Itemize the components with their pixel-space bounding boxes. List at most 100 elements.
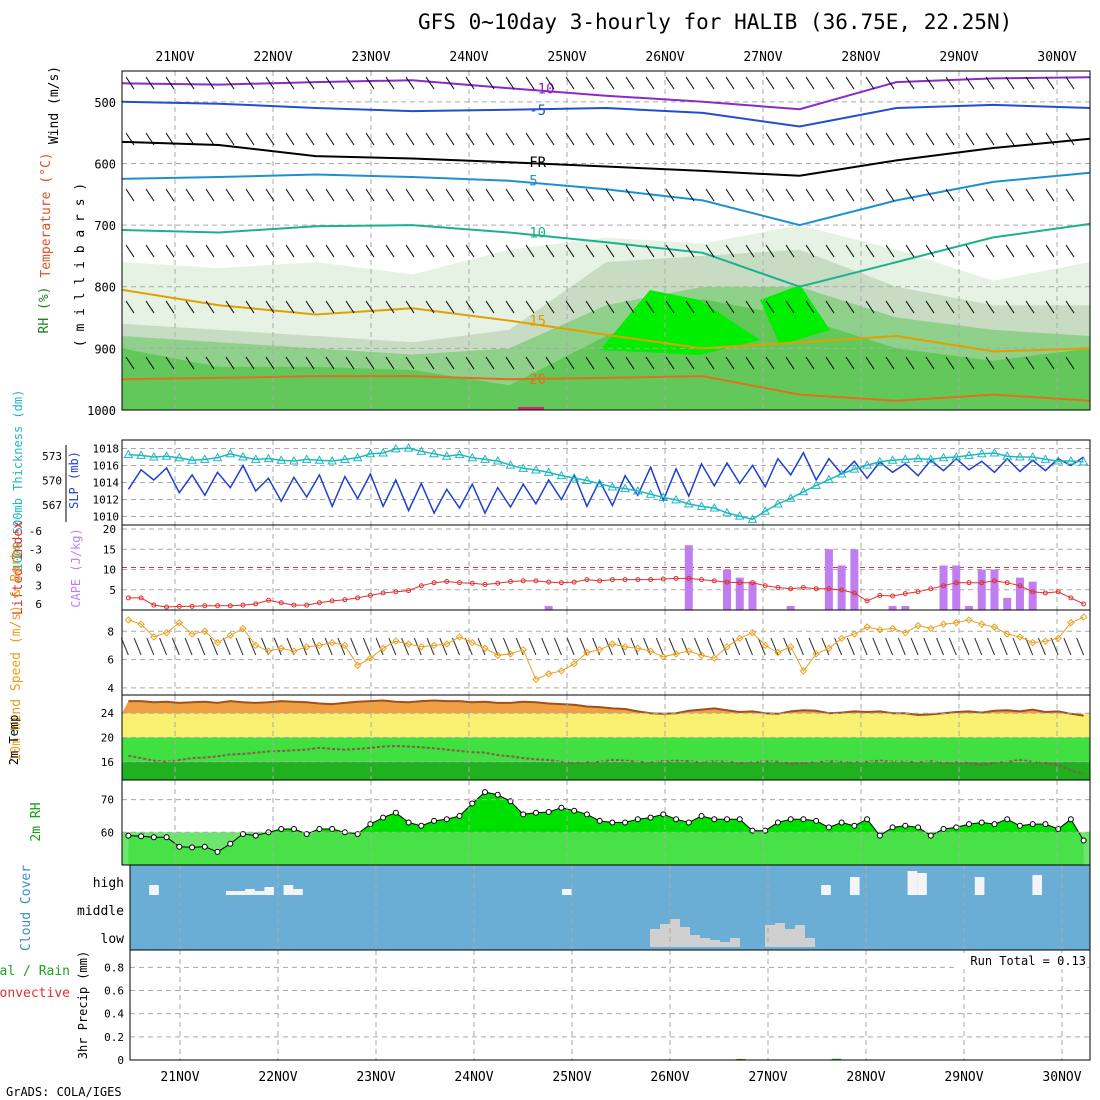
lifted-index-point: [851, 590, 857, 596]
lifted-index-point: [495, 580, 501, 586]
lifted-index-point: [991, 578, 997, 584]
wind-barb: [785, 356, 795, 370]
wind-barb: [694, 637, 702, 656]
lifted-index-point: [202, 603, 208, 609]
wind-barb: [305, 356, 315, 370]
wind-barb: [765, 356, 775, 370]
wind-barb: [265, 356, 275, 370]
thickness-line: [128, 447, 1084, 521]
wind-barb: [625, 188, 635, 202]
wind-barb: [965, 132, 975, 146]
cape-tick-label: 10: [103, 564, 116, 577]
cape-bar: [735, 577, 744, 610]
wind-speed-point: [328, 638, 336, 647]
wind-barb: [795, 637, 804, 656]
wind-barb: [805, 76, 815, 90]
wind-speed-point: [417, 643, 426, 651]
wind-barb: [985, 244, 995, 258]
rh-point: [201, 843, 208, 850]
wind-barb: [145, 132, 155, 146]
temp-axis-label: 2m Temp: [7, 715, 21, 766]
wind-barb: [732, 637, 741, 656]
wind-barb: [265, 188, 275, 202]
rh-point: [698, 812, 705, 819]
cape-bar: [786, 605, 795, 610]
wind-barb: [365, 132, 375, 146]
precip-tick-label: 0: [117, 1054, 124, 1067]
rh-line: [128, 791, 1085, 853]
lifted-index-point: [724, 579, 730, 585]
wind-barb: [385, 356, 395, 370]
lifted-index-point: [457, 580, 463, 586]
wind-barb: [439, 637, 448, 656]
wind-barb: [985, 300, 995, 314]
wind-barb: [505, 244, 515, 258]
wind-barb: [948, 637, 957, 656]
temperature-axis-label: Temperature (°C): [39, 152, 54, 277]
wind-barb: [925, 356, 935, 370]
rh-point: [189, 844, 196, 851]
wind-barb: [765, 300, 775, 314]
run-total-box: [955, 953, 1087, 969]
wind-barb: [785, 76, 795, 90]
cape-bar: [748, 581, 757, 610]
precip-tick-label: 0.2: [104, 1031, 124, 1044]
wind-barb: [405, 188, 415, 202]
lifted-index-point: [1042, 590, 1048, 596]
wind-speed-point: [201, 627, 209, 635]
thickness-point: [582, 475, 592, 484]
rh-point: [609, 819, 616, 826]
lifted-index-point: [1004, 580, 1010, 586]
wind-barb: [235, 637, 244, 656]
wind-barb: [604, 637, 613, 656]
wind-barb: [1005, 300, 1015, 314]
wind-barb: [765, 132, 775, 146]
wind-barb: [525, 132, 535, 146]
wind-barb: [910, 637, 919, 656]
wind-barb: [365, 188, 375, 202]
wind-barb: [299, 637, 308, 656]
cloud-low-bar: [795, 925, 805, 947]
wind-barb: [165, 76, 175, 90]
pressure-tick-label: 900: [94, 342, 116, 356]
wind-barb: [405, 76, 415, 90]
wind-speed-point: [150, 633, 158, 641]
wind-barb: [845, 356, 855, 370]
lifted-index-point: [1068, 595, 1074, 601]
wind-barb: [985, 356, 995, 370]
precip-tick-label: 0.4: [104, 1008, 124, 1021]
lifted-index-point: [826, 586, 832, 592]
cloud-high-bar: [974, 877, 985, 895]
thickness-point: [276, 455, 287, 464]
wind-barb: [645, 356, 655, 370]
wind-speed-point: [825, 644, 833, 652]
lifted-index-point: [367, 592, 373, 598]
thickness-point: [747, 514, 758, 523]
wind-barb: [225, 244, 235, 258]
wind-barb: [719, 637, 728, 656]
lifted-index-point: [125, 595, 131, 601]
date-label-bottom: 26NOV: [650, 1070, 689, 1085]
wind-barb: [565, 188, 575, 202]
li-tick-label: 6: [35, 598, 42, 611]
rh-point: [660, 811, 667, 818]
wind-barb: [285, 356, 295, 370]
run-total-label: Run Total = 0.13: [970, 954, 1086, 968]
wind-barb: [565, 132, 575, 146]
wind-barb: [125, 300, 135, 314]
upper-air-frame: [121, 70, 1091, 411]
isotherm--5: [121, 100, 1091, 128]
wind-barb: [585, 188, 595, 202]
rh-point: [927, 832, 934, 839]
wind-speed-point: [455, 633, 464, 641]
wind-barb: [1005, 188, 1015, 202]
wind-barb: [545, 76, 555, 90]
wind-speed-point: [1041, 637, 1050, 645]
wind-barb: [905, 132, 915, 146]
wind-barb: [725, 132, 735, 146]
wind-barb: [705, 300, 715, 314]
cloud-level-middle: middle: [77, 904, 124, 919]
wind-barb: [385, 188, 395, 202]
isotherm-label: 5: [529, 174, 537, 190]
wind-speed-point: [786, 643, 795, 651]
